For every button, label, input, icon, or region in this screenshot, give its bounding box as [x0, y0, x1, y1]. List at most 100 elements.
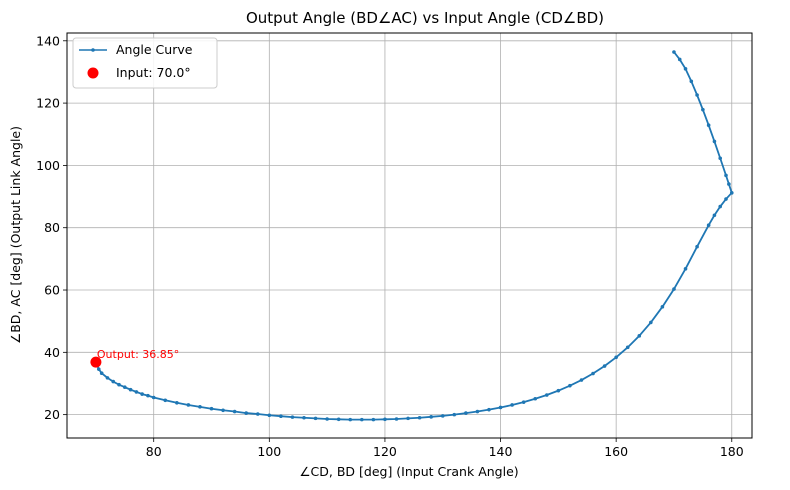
data-point	[712, 139, 717, 144]
data-point	[718, 204, 723, 209]
legend-marker-swatch	[91, 48, 95, 52]
data-point	[336, 417, 341, 422]
x-axis-label: ∠CD, BD [deg] (Input Crank Angle)	[299, 464, 518, 479]
input-point-marker	[90, 356, 102, 368]
data-point	[146, 393, 150, 398]
data-point	[383, 417, 387, 422]
data-point	[221, 408, 225, 413]
x-tick-label: 80	[146, 444, 162, 459]
data-point	[348, 417, 353, 422]
data-point	[99, 371, 104, 376]
data-point	[255, 412, 260, 416]
data-point	[695, 244, 699, 249]
y-tick-label: 40	[44, 345, 60, 360]
data-point	[533, 396, 538, 401]
y-tick-label: 80	[44, 220, 60, 235]
data-point	[186, 403, 191, 407]
data-point	[452, 412, 457, 417]
data-point	[475, 409, 480, 414]
chart-title: Output Angle (BD∠AC) vs Input Angle (CD∠…	[246, 9, 604, 27]
data-point	[313, 416, 318, 421]
data-point	[232, 409, 237, 414]
data-point	[198, 405, 202, 409]
data-point	[602, 364, 607, 368]
legend-entry-input: Input: 70.0°	[116, 65, 191, 80]
data-point	[209, 406, 214, 411]
data-point	[163, 398, 168, 403]
data-point	[718, 156, 723, 161]
data-point	[701, 107, 705, 112]
data-point	[267, 413, 272, 418]
data-point	[568, 383, 572, 388]
data-point	[672, 287, 676, 291]
data-point	[371, 417, 376, 422]
data-point	[498, 405, 503, 410]
data-point	[140, 392, 144, 396]
series-line-angle-curve	[95, 51, 733, 421]
data-point	[677, 57, 682, 62]
data-point	[117, 382, 121, 387]
y-tick-label: 20	[44, 407, 60, 422]
data-point	[244, 411, 248, 415]
data-point	[175, 400, 179, 405]
data-point	[96, 367, 101, 371]
data-point	[591, 371, 595, 376]
data-point	[724, 197, 728, 201]
data-point	[111, 379, 116, 384]
grid-lines	[67, 33, 752, 438]
data-point	[556, 388, 561, 393]
data-point	[151, 395, 156, 400]
y-tick-label: 60	[44, 283, 60, 298]
data-point	[128, 387, 133, 392]
data-point	[406, 416, 410, 421]
plot-area: Output: 36.85°	[90, 50, 734, 422]
data-point	[123, 385, 127, 390]
data-point	[429, 415, 433, 419]
y-axis-label: ∠BD, AC [deg] (Output Link Angle)	[8, 126, 23, 344]
data-point	[695, 93, 699, 97]
legend-entry-angle-curve: Angle Curve	[116, 42, 193, 57]
data-point	[625, 345, 630, 350]
data-point	[579, 378, 584, 382]
data-point	[394, 417, 399, 421]
y-tick-label: 120	[36, 96, 60, 111]
data-point	[649, 320, 653, 325]
legend-input-swatch	[87, 67, 99, 79]
data-point	[302, 415, 306, 420]
data-point	[417, 415, 422, 420]
axis-ticks: 80 100 120 140 160 180 20 40 60 80 100 120 140	[36, 33, 744, 459]
x-tick-label: 180	[720, 444, 744, 459]
data-point	[464, 411, 468, 415]
data-point	[614, 355, 618, 360]
data-point	[544, 393, 549, 397]
x-tick-label: 160	[604, 444, 628, 459]
data-point	[360, 417, 364, 422]
data-point	[706, 123, 711, 128]
data-point	[672, 50, 676, 54]
y-tick-label: 140	[36, 33, 60, 48]
data-point	[521, 400, 526, 404]
data-point	[290, 415, 295, 419]
data-point	[727, 182, 731, 186]
data-point	[683, 67, 688, 71]
data-point	[712, 213, 717, 218]
data-point	[637, 334, 642, 338]
data-point	[660, 305, 665, 309]
data-point	[510, 403, 514, 407]
legend-box	[72, 37, 218, 89]
data-point	[683, 267, 688, 271]
axes-frame	[66, 32, 753, 439]
x-tick-label: 100	[257, 444, 281, 459]
data-point	[706, 223, 711, 228]
data-point	[440, 414, 445, 418]
legend: Angle Curve Input: 70.0°	[72, 37, 218, 89]
data-point	[325, 417, 329, 421]
data-point	[724, 173, 728, 178]
x-tick-label: 140	[489, 444, 513, 459]
data-point	[729, 191, 734, 195]
data-point	[689, 79, 694, 84]
data-point	[487, 407, 491, 412]
output-annotation: Output: 36.85°	[97, 348, 179, 361]
y-tick-label: 100	[36, 158, 60, 173]
